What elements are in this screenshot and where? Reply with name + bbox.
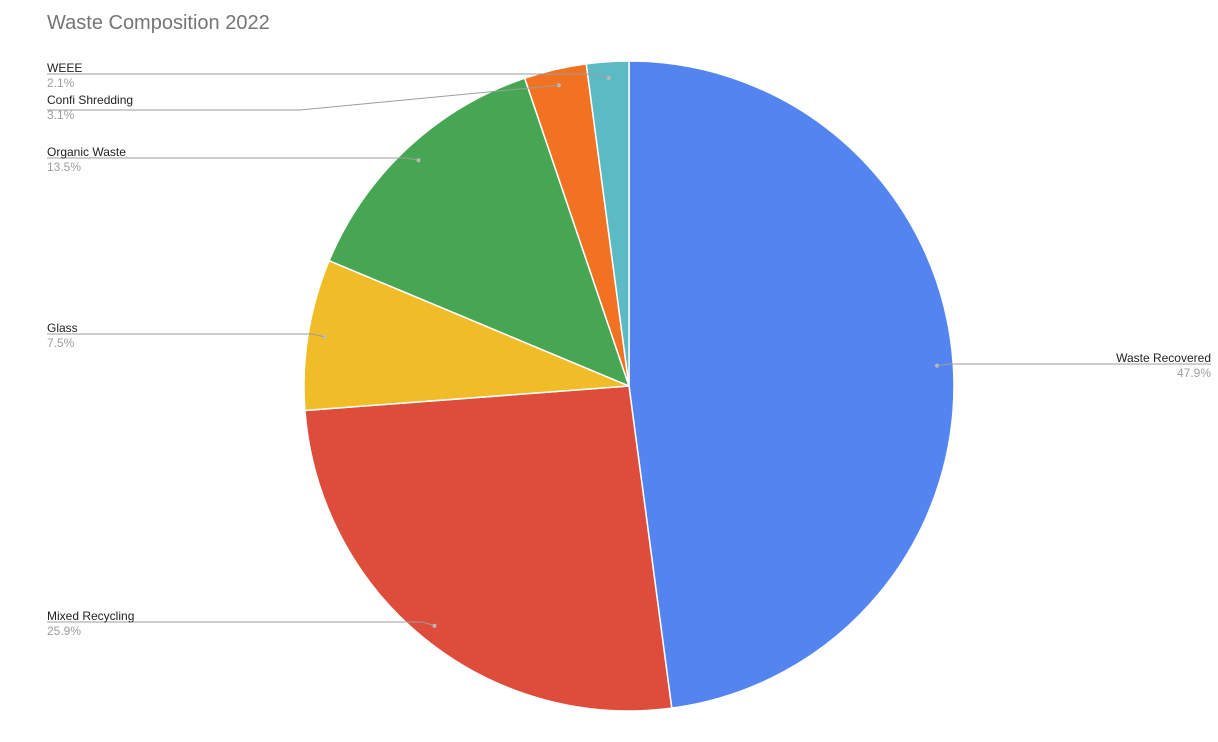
slice-percent-waste-recovered: 47.9%	[1177, 366, 1211, 380]
slice-percent-organic-waste: 13.5%	[47, 160, 81, 174]
leader-line-weee	[47, 73, 609, 79]
slice-label-mixed-recycling: Mixed Recycling	[47, 609, 134, 623]
pie-slice-waste-recovered[interactable]	[628, 60, 955, 710]
pie-slice-weee[interactable]	[585, 60, 630, 387]
leader-line-confi-shredding	[47, 84, 559, 111]
slice-percent-glass: 7.5%	[47, 336, 75, 350]
slice-label-confi-shredding: Confi Shredding	[47, 93, 133, 107]
chart-title: Waste Composition 2022	[47, 12, 270, 34]
leader-line-organic-waste	[47, 157, 419, 161]
leader-line-glass	[47, 333, 325, 338]
pie-slices	[303, 60, 955, 712]
slice-percent-mixed-recycling: 25.9%	[47, 624, 81, 638]
slice-percent-confi-shredding: 3.1%	[47, 108, 75, 122]
slice-percent-weee: 2.1%	[47, 76, 75, 90]
leader-line-waste-recovered	[937, 363, 1211, 367]
pie-slice-organic-waste[interactable]	[328, 77, 631, 388]
pie-slice-mixed-recycling[interactable]	[304, 385, 673, 712]
slice-label-organic-waste: Organic Waste	[47, 145, 126, 159]
slice-label-weee: WEEE	[47, 61, 82, 75]
leader-line-mixed-recycling	[47, 621, 435, 627]
slice-label-waste-recovered: Waste Recovered	[1116, 351, 1211, 365]
slice-label-glass: Glass	[47, 321, 78, 335]
